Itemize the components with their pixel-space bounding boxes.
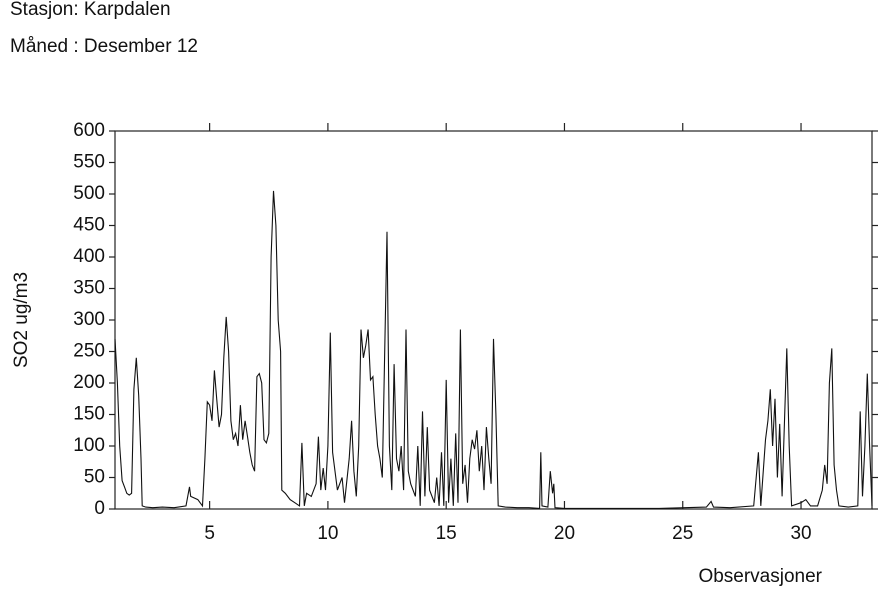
y-tick-label: 550 <box>73 152 105 173</box>
y-tick-label: 400 <box>73 246 105 267</box>
y-tick-label: 500 <box>73 183 105 204</box>
x-tick-label: 25 <box>672 523 693 544</box>
y-tick-label: 200 <box>73 372 105 393</box>
x-tick-label: 30 <box>790 523 811 544</box>
y-tick-label: 600 <box>73 120 105 141</box>
chart-subtitle: Måned : Desember 12 <box>10 36 198 57</box>
x-tick-label: 10 <box>317 523 338 544</box>
y-tick-label: 350 <box>73 278 105 299</box>
x-axis-label: Observasjoner <box>698 566 822 587</box>
y-tick-label: 100 <box>73 435 105 456</box>
x-tick-label: 20 <box>554 523 575 544</box>
y-tick-label: 300 <box>73 309 105 330</box>
y-tick-label: 0 <box>94 498 105 519</box>
data-line <box>114 190 873 509</box>
x-tick-label: 15 <box>436 523 457 544</box>
chart-title: Stasjon: Karpdalen <box>10 0 171 20</box>
y-tick-label: 450 <box>73 215 105 236</box>
y-tick-label: 50 <box>84 467 105 488</box>
x-tick-label: 5 <box>204 523 215 544</box>
y-axis-label: SO2 ug/m3 <box>11 272 32 368</box>
y-tick-label: 250 <box>73 341 105 362</box>
y-tick-label: 150 <box>73 404 105 425</box>
